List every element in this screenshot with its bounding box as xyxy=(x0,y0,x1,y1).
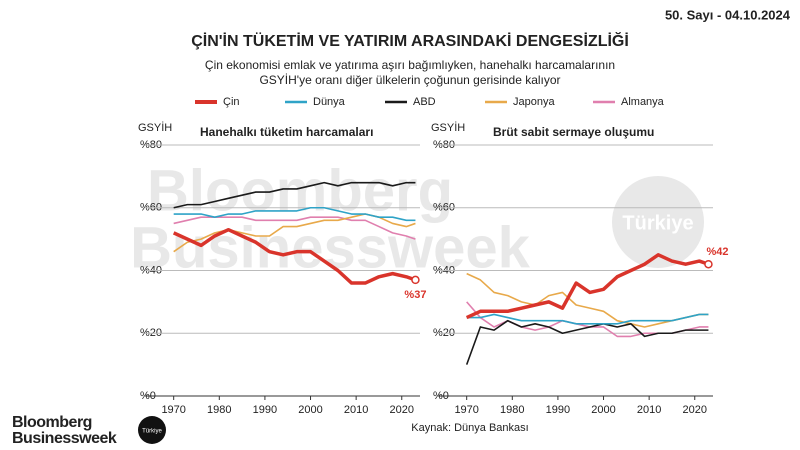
y-axis-label: GSYİH xyxy=(138,121,172,134)
value-label: %42 xyxy=(706,246,728,258)
legend-label: Almanya xyxy=(621,96,665,108)
watermark: Türkiye xyxy=(622,212,693,234)
series-line xyxy=(466,272,709,328)
series-line xyxy=(465,319,709,365)
series-line xyxy=(173,206,416,222)
watermark: Bloomberg xyxy=(147,158,453,223)
logo: Businessweek xyxy=(12,430,117,447)
watermark: Businessweek xyxy=(130,215,531,280)
end-marker xyxy=(411,275,420,285)
x-tick-label: 2010 xyxy=(344,404,368,416)
source: Kaynak: Dünya Bankası xyxy=(411,422,528,434)
issue: 50. Sayı - 04.10.2024 xyxy=(665,7,791,22)
watermark-badge xyxy=(612,176,704,268)
logo-badge-text: Türkiye xyxy=(142,429,162,435)
panel-title: Hanehalkı tüketim harcamaları xyxy=(200,125,373,139)
legend-label: ABD xyxy=(413,96,436,108)
x-tick-label: 2000 xyxy=(591,404,615,416)
x-tick-label: 2020 xyxy=(390,404,414,416)
y-axis-label: GSYİH xyxy=(431,121,465,134)
x-tick-label: 1980 xyxy=(500,404,524,416)
series-line xyxy=(465,253,710,320)
x-tick-label: 1970 xyxy=(161,404,185,416)
panel-title: Brüt sabit sermaye oluşumu xyxy=(493,125,654,139)
legend-label: Çin xyxy=(223,96,240,108)
x-tick-label: 2010 xyxy=(637,404,661,416)
subtitle: Çin ekonomisi emlak ve yatırıma aşırı ba… xyxy=(205,58,615,72)
series-line xyxy=(172,227,417,285)
x-tick-label: 1980 xyxy=(207,404,231,416)
logo: Bloomberg xyxy=(12,414,92,431)
x-tick-label: 1990 xyxy=(546,404,570,416)
legend-label: Dünya xyxy=(313,96,346,108)
value-label: %37 xyxy=(404,289,426,301)
title: ÇİN'İN TÜKETİM VE YATIRIM ARASINDAKİ DEN… xyxy=(191,31,629,50)
legend-label: Japonya xyxy=(513,96,555,108)
x-tick-label: 2020 xyxy=(683,404,707,416)
x-tick-label: 1990 xyxy=(253,404,277,416)
x-tick-label: 1970 xyxy=(454,404,478,416)
logo-badge xyxy=(138,416,166,444)
series-line xyxy=(466,313,709,325)
x-tick-label: 2000 xyxy=(298,404,322,416)
subtitle: GSYİH'ye oranı diğer ülkelerin çoğunun g… xyxy=(259,73,560,87)
series-line xyxy=(173,181,416,209)
end-marker xyxy=(704,259,713,269)
